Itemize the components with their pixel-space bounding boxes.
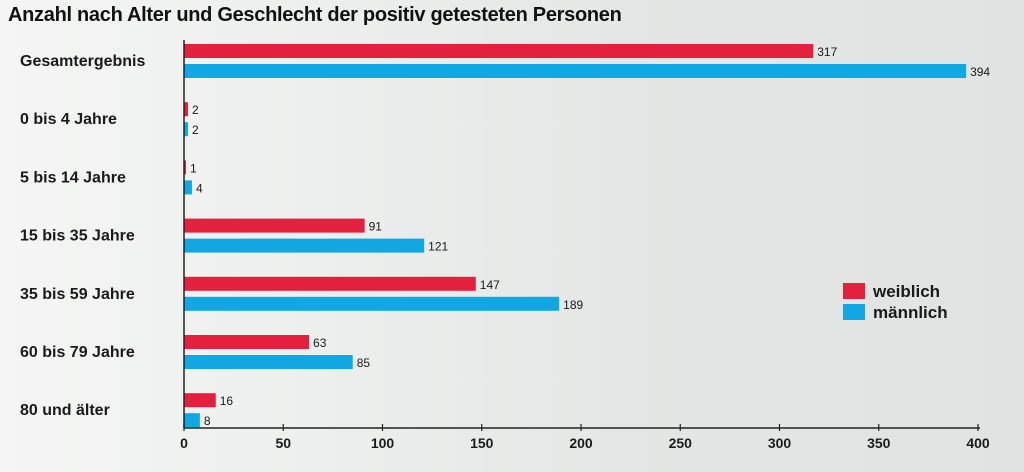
bar-maennlich: [184, 238, 425, 253]
bar-weiblich: [184, 160, 186, 175]
value-label: 121: [428, 240, 448, 254]
category-label: 80 und älter: [20, 402, 110, 419]
value-label: 4: [196, 181, 203, 195]
bar-maennlich: [184, 413, 200, 428]
category-label: Gesamtergebnis: [20, 53, 145, 70]
bar-maennlich: [184, 296, 560, 311]
x-tick-label: 350: [867, 435, 891, 451]
category-label: 60 bis 79 Jahre: [20, 344, 135, 361]
bar-maennlich: [184, 64, 967, 78]
category-label: 5 bis 14 Jahre: [20, 169, 126, 186]
value-label: 1: [190, 161, 197, 175]
x-tick-label: 50: [275, 435, 291, 451]
legend-label: weiblich: [872, 282, 940, 301]
x-tick-label: 150: [470, 435, 494, 451]
bar-weiblich: [184, 102, 188, 117]
legend-swatch-maennlich: [843, 304, 865, 320]
legend-label: männlich: [873, 303, 948, 322]
value-label: 16: [220, 394, 234, 408]
value-label: 8: [204, 414, 211, 428]
legend-swatch-weiblich: [843, 283, 865, 299]
x-tick-label: 100: [371, 435, 395, 451]
value-label: 2: [192, 123, 199, 137]
bar-weiblich: [184, 218, 365, 233]
value-label: 2: [192, 103, 199, 117]
bar-maennlich: [184, 355, 353, 369]
value-label: 317: [817, 45, 837, 59]
category-label: 15 bis 35 Jahre: [20, 228, 135, 245]
x-tick-label: 300: [768, 435, 792, 451]
category-label: 0 bis 4 Jahre: [20, 111, 117, 128]
bar-weiblich: [184, 393, 216, 408]
x-tick-label: 0: [180, 435, 188, 451]
x-tick-label: 250: [669, 435, 693, 451]
value-label: 63: [313, 336, 327, 350]
x-tick-label: 400: [966, 435, 990, 451]
value-label: 85: [357, 356, 371, 370]
value-label: 394: [970, 65, 990, 79]
value-label: 189: [563, 298, 583, 312]
bar-weiblich: [184, 276, 476, 291]
bar-weiblich: [184, 44, 814, 58]
bar-weiblich: [184, 335, 310, 349]
value-label: 91: [369, 220, 383, 234]
category-label: 35 bis 59 Jahre: [20, 286, 135, 303]
bar-maennlich: [184, 122, 188, 137]
value-label: 147: [480, 278, 500, 292]
chart-title: Anzahl nach Alter und Geschlecht der pos…: [8, 4, 622, 26]
x-tick-label: 200: [569, 435, 593, 451]
bar-maennlich: [184, 180, 192, 195]
